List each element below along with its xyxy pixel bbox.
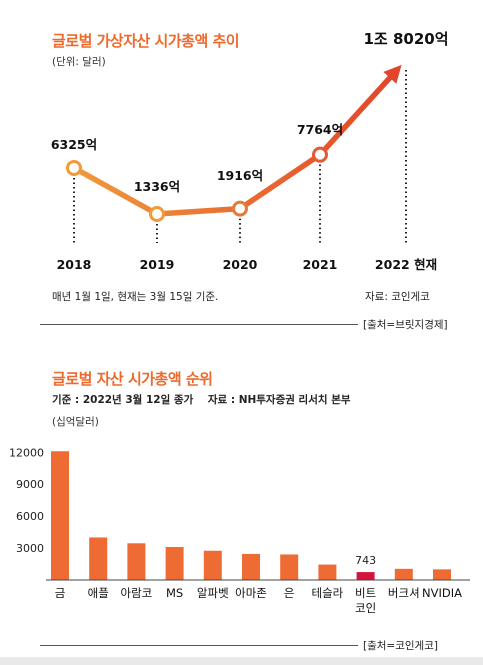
bar-chart-credit-rule (40, 645, 358, 646)
line-series (71, 64, 402, 217)
line-value-label-3: 7764억 (297, 122, 343, 137)
bar-3 (165, 547, 184, 580)
line-x-tick-2: 2020 (223, 257, 258, 272)
bar-y-tick-1: 9000 (16, 478, 44, 491)
bar-0 (51, 451, 69, 580)
bar-annotation-0: 743 (355, 554, 376, 567)
bar-4 (203, 550, 222, 580)
bar-x-tick-2: 아람코 (121, 586, 153, 600)
line-x-tick-0: 2018 (57, 257, 92, 272)
line-chart: 6325억 1336억 1916억 7764억 1조 8020억 2018 2019 202… (51, 30, 449, 272)
bar-y-tick-3: 3000 (16, 542, 44, 555)
bar-1 (89, 537, 108, 580)
line-value-label-4: 1조 8020억 (363, 30, 448, 48)
bar-y-tick-0: 12000 (9, 446, 44, 459)
line-x-tick-4: 2022 현재 (375, 257, 437, 272)
bar-x-tick-5: 아마존 (235, 586, 267, 600)
bar-10 (433, 569, 451, 580)
bar-chart: 12000 9000 6000 3000 743 금 애플 아람코 MS 알파벳 아마존 은 테슬라… (9, 446, 470, 615)
line-chart-credit: [출처=브릿지경제] (363, 319, 448, 331)
line-chart-title: 글로벌 가상자산 시가총액 추이 (52, 32, 240, 50)
line-value-label-1: 1336억 (134, 179, 180, 194)
bar-x-tick-1: 애플 (88, 586, 109, 600)
line-point-2021 (312, 146, 328, 163)
bar-chart-subtitle: 기준 : 2022년 3월 12일 종가 자료 : NH투자증권 리서치 본부 (52, 394, 351, 406)
bar-7 (318, 564, 337, 580)
bar-6 (280, 554, 299, 580)
line-chart-data-source: 자료: 코인게코 (365, 291, 430, 303)
bar-x-tick-4: 알파벳 (197, 586, 229, 600)
line-point-2020 (232, 200, 248, 217)
bar-x-tick-9: 버크셔 (388, 586, 420, 600)
bar-chart-credit: [출처=코인게코] (363, 640, 438, 652)
line-x-tick-1: 2019 (140, 257, 175, 272)
bar-x-tick-8: 비트 코인 (355, 586, 376, 615)
line-chart-credit-rule (40, 324, 358, 325)
line-x-tick-3: 2021 (303, 257, 338, 272)
bar-chart-ylabel: (십억달러) (52, 416, 99, 428)
bar-chart-title: 글로벌 자산 시가총액 순위 (52, 370, 213, 388)
bar-x-tick-6: 은 (284, 586, 295, 600)
bar-2 (127, 543, 146, 580)
bar-y-tick-2: 6000 (16, 510, 44, 523)
line-value-label-0: 6325억 (51, 137, 97, 152)
bar-x-tick-10: NVIDIA (422, 586, 462, 600)
line-point-2019 (149, 206, 165, 222)
line-value-label-2: 1916억 (217, 168, 263, 183)
bar-5 (242, 553, 260, 580)
line-chart-note: 매년 1월 1일, 현재는 3월 15일 기준. (52, 291, 219, 303)
bar-8 (356, 572, 375, 580)
bar-x-tick-7: 테슬라 (312, 586, 344, 600)
bar-x-tick-3: MS (166, 586, 183, 600)
bar-9 (394, 568, 413, 580)
bottom-band (0, 657, 483, 665)
line-point-2018 (66, 159, 82, 176)
line-chart-unit: (단위: 달러) (52, 56, 106, 68)
bar-x-tick-0: 금 (55, 586, 66, 600)
